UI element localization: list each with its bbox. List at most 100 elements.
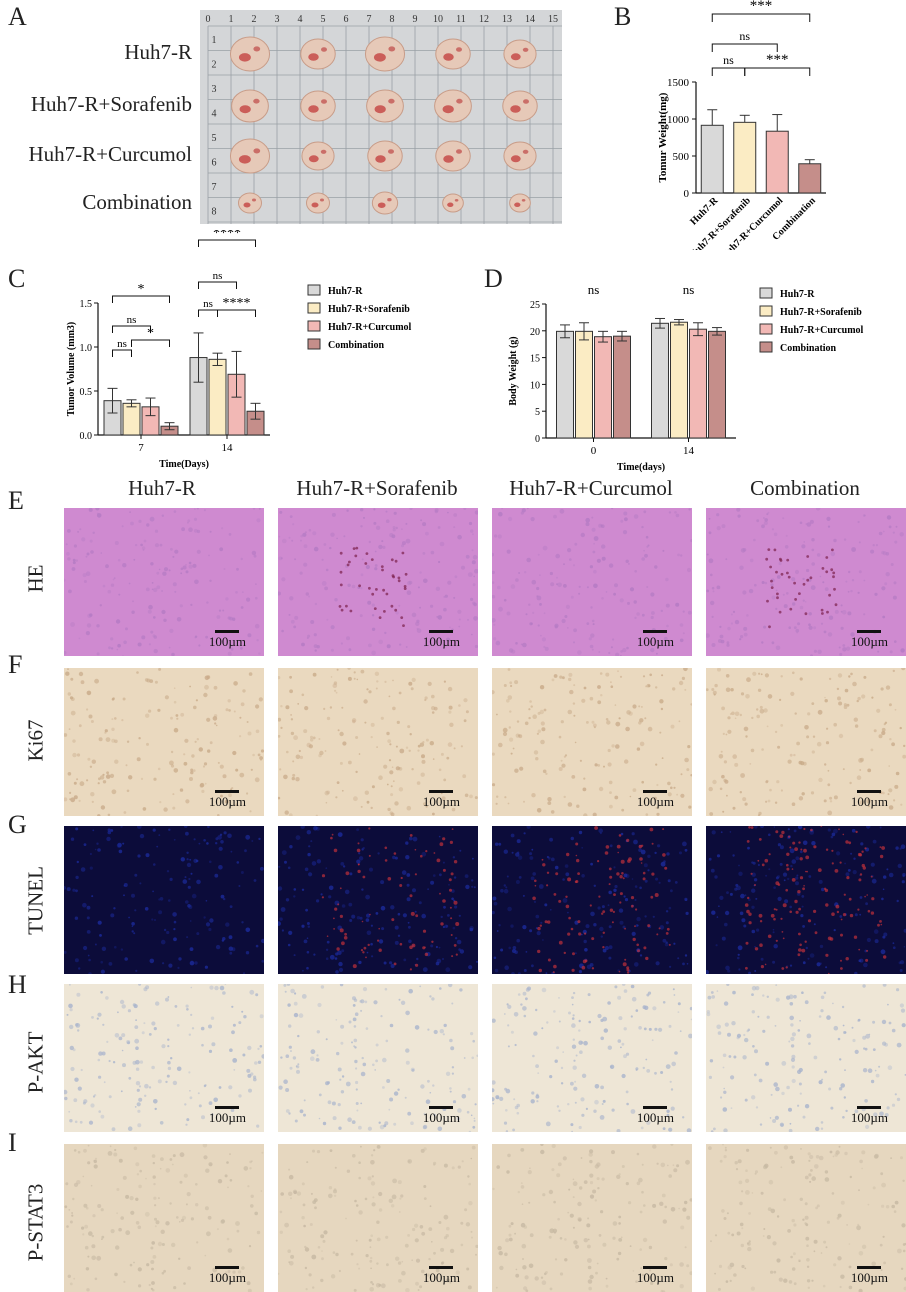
cell-nucleus — [186, 936, 188, 938]
tunel-positive-cell — [802, 887, 805, 890]
cell-nucleus — [794, 830, 797, 833]
cell-nucleus — [430, 944, 433, 947]
cell-nucleus — [279, 917, 282, 920]
cell-nucleus — [756, 1106, 758, 1108]
cell-nucleus — [850, 590, 852, 592]
cell-nucleus — [103, 780, 106, 783]
cell-nucleus — [370, 1246, 372, 1248]
cell-nucleus — [216, 945, 220, 949]
cell-nucleus — [185, 1124, 187, 1126]
cell-nucleus — [465, 874, 469, 878]
cell-nucleus — [180, 788, 183, 791]
cell-nucleus — [182, 1216, 186, 1220]
cell-nucleus — [881, 731, 885, 735]
scale-bar: 100µm — [423, 630, 460, 650]
cell-nucleus — [776, 998, 780, 1002]
cell-nucleus — [68, 1004, 73, 1009]
cell-nucleus — [756, 929, 759, 932]
cell-nucleus — [740, 635, 743, 638]
cell-nucleus — [451, 898, 454, 901]
cell-nucleus — [424, 699, 426, 701]
cell-nucleus — [67, 557, 70, 560]
scale-bar: 100µm — [637, 790, 674, 810]
scale-bar-line — [215, 790, 239, 793]
cell-nucleus — [187, 519, 190, 522]
cell-nucleus — [346, 510, 348, 512]
cell-nucleus — [297, 1035, 299, 1037]
tunel-positive-cell — [883, 955, 886, 958]
cell-nucleus — [770, 1147, 772, 1149]
cell-nucleus — [754, 878, 757, 881]
cell-nucleus — [720, 635, 724, 639]
cell-nucleus — [171, 1243, 175, 1247]
cell-nucleus — [581, 874, 585, 878]
cell-nucleus — [727, 627, 730, 630]
cell-nucleus — [597, 1263, 599, 1265]
cell-nucleus — [469, 1131, 471, 1132]
cell-nucleus — [568, 1189, 570, 1191]
cell-nucleus — [341, 642, 343, 644]
cell-nucleus — [310, 620, 314, 624]
tunel-positive-cell — [760, 920, 762, 922]
cell-nucleus — [809, 1181, 811, 1183]
cell-nucleus — [217, 1228, 219, 1230]
necrotic-cell — [382, 589, 385, 592]
cell-nucleus — [531, 964, 534, 967]
cell-nucleus — [632, 704, 636, 708]
cell-nucleus — [535, 1064, 539, 1068]
cell-nucleus — [742, 590, 746, 594]
tunel-positive-cell — [864, 847, 866, 849]
cell-nucleus — [793, 995, 797, 999]
cell-nucleus — [415, 622, 419, 626]
significance-bracket — [218, 310, 256, 317]
cell-nucleus — [644, 1028, 647, 1031]
cell-nucleus — [191, 987, 193, 989]
cell-nucleus — [104, 1081, 106, 1083]
cell-nucleus — [589, 1160, 592, 1163]
cell-nucleus — [149, 1284, 151, 1286]
cell-nucleus — [571, 596, 574, 599]
cell-nucleus — [903, 745, 905, 747]
cell-nucleus — [711, 688, 714, 691]
cell-nucleus — [827, 811, 832, 816]
cell-nucleus — [823, 1241, 826, 1244]
cell-nucleus — [119, 1037, 123, 1041]
cell-nucleus — [815, 1127, 819, 1131]
tunel-positive-cell — [880, 855, 883, 858]
cell-nucleus — [385, 988, 388, 991]
cell-nucleus — [572, 1045, 576, 1049]
cell-nucleus — [242, 591, 244, 593]
cell-nucleus — [623, 530, 627, 534]
cell-nucleus — [87, 623, 91, 627]
tunel-positive-cell — [400, 943, 403, 946]
necrotic-cell — [340, 571, 343, 574]
cell-nucleus — [78, 1087, 82, 1091]
cell-nucleus — [542, 988, 547, 993]
cell-nucleus — [313, 954, 315, 956]
cell-nucleus — [407, 897, 411, 901]
scale-bar-line — [857, 630, 881, 633]
cell-nucleus — [829, 616, 833, 620]
cell-nucleus — [328, 1100, 332, 1104]
cell-nucleus — [208, 555, 210, 557]
cell-nucleus — [529, 1167, 531, 1169]
cell-nucleus — [830, 800, 832, 802]
cell-nucleus — [784, 879, 786, 881]
cell-nucleus — [901, 1009, 905, 1013]
cell-nucleus — [430, 881, 434, 885]
cell-nucleus — [667, 782, 671, 786]
cell-nucleus — [160, 897, 164, 901]
micrograph-ki67: 100µm — [64, 668, 264, 816]
cell-nucleus — [643, 675, 645, 677]
cell-nucleus — [229, 952, 232, 955]
cell-nucleus — [646, 813, 649, 816]
cell-nucleus — [79, 638, 81, 640]
cell-nucleus — [597, 700, 601, 704]
cell-nucleus — [412, 613, 417, 618]
cell-nucleus — [377, 1238, 381, 1242]
cell-nucleus — [817, 962, 821, 966]
cell-nucleus — [833, 1263, 836, 1266]
cell-nucleus — [409, 581, 413, 585]
cell-nucleus — [137, 1089, 140, 1092]
cell-nucleus — [304, 544, 308, 548]
